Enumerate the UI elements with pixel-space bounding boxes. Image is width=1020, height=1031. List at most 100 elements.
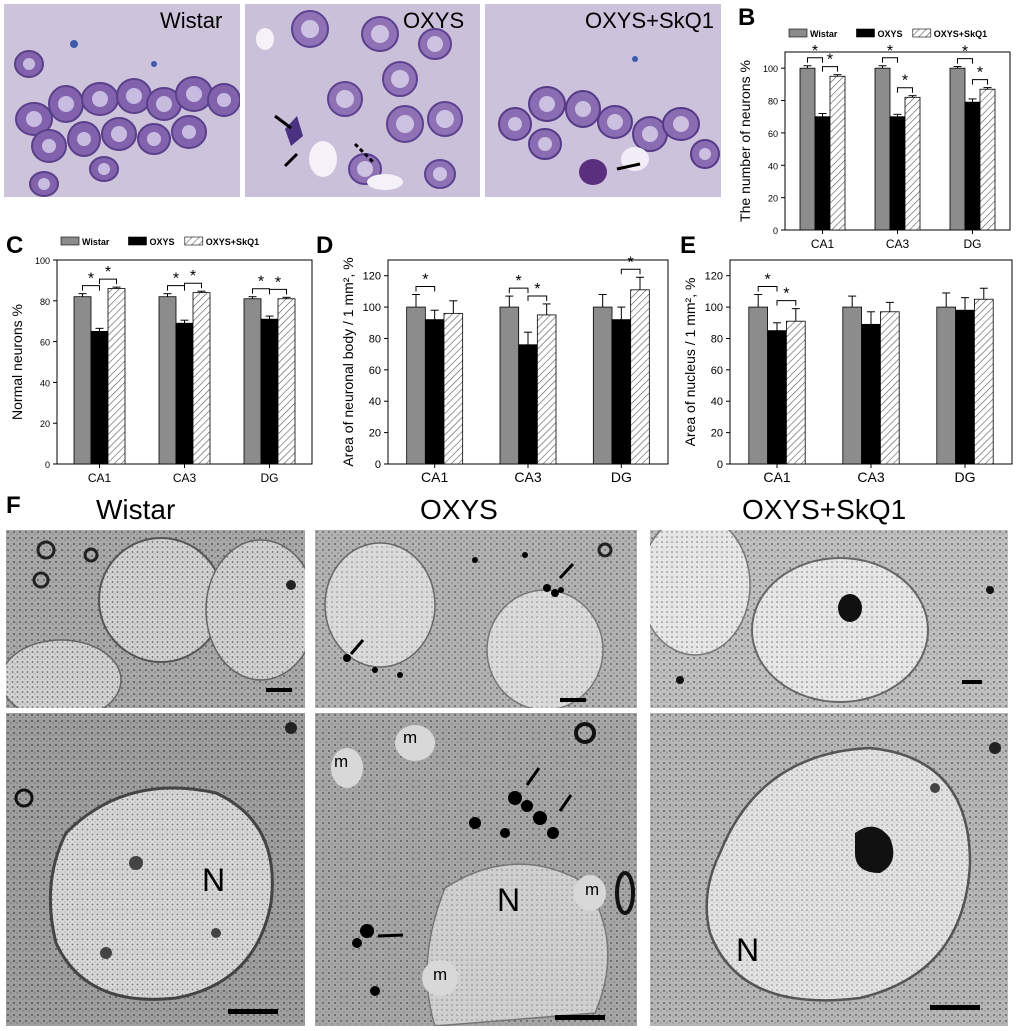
significance-bracket (99, 278, 117, 285)
significance-mark: * (173, 271, 179, 288)
y-tick-label: 0 (773, 226, 778, 236)
significance-mark: * (534, 281, 540, 298)
significance-bracket (620, 268, 641, 275)
y-tick-label: 60 (711, 365, 723, 377)
y-tick-label: 0 (375, 459, 381, 471)
em-nucleus-label-wistar: N (202, 862, 226, 898)
y-axis-label: Area of nucleus / 1 mm², % (682, 278, 698, 447)
bar (424, 319, 445, 465)
em-image-oxys-skq1-high (650, 713, 1008, 1026)
x-tick-label: DG (611, 469, 632, 485)
x-tick-label: CA3 (173, 471, 197, 485)
chart-b-svg: 0 20 40 60 80 100 The number of neurons % CA1 CA… (737, 28, 1011, 251)
significance-bracket (757, 286, 778, 292)
histology-svg-oxys (245, 4, 480, 197)
y-tick-label: 20 (768, 194, 778, 204)
bar (443, 312, 464, 465)
y-tick-label: 40 (40, 378, 50, 388)
chart-e-svg: 0 20 40 60 80 100 120 Area of nucleus / 1 mm², … (682, 259, 1013, 485)
chart-b: 0 20 40 60 80 100 The number of neurons % CA1 CA… (730, 20, 1020, 260)
legend-label: OXYS+SkQ1 (206, 237, 259, 247)
em-mito-label-1: m (334, 752, 349, 771)
legend-label: OXYS (877, 29, 902, 39)
em-image-oxys-low (315, 530, 637, 708)
chart-d: 0 20 40 60 80 100 120 Area of neuronal body / 1… (330, 238, 680, 488)
em-image-wistar-low (6, 530, 305, 708)
chart-c: 0 20 40 60 80 100 Normal neurons % CA1 CA3 DG * * * *… (0, 236, 330, 488)
bar (260, 318, 279, 465)
legend-label: Wistar (82, 237, 110, 247)
x-tick-label: CA3 (514, 469, 541, 485)
y-tick-label: 20 (711, 428, 723, 440)
y-tick-label: 100 (705, 302, 723, 314)
bar (592, 306, 613, 465)
histology-image-oxys (245, 4, 480, 197)
bar (175, 322, 194, 465)
histology-label-wistar: Wistar (160, 8, 223, 33)
significance-mark: * (105, 264, 111, 281)
em-label-oxys: OXYS (420, 494, 498, 525)
bar (73, 296, 92, 465)
y-tick-label: 40 (768, 161, 778, 171)
bar (767, 330, 787, 465)
bar (829, 75, 846, 231)
bar (814, 116, 831, 231)
significance-mark: * (812, 43, 818, 60)
y-tick-label: 120 (363, 271, 381, 283)
y-tick-label: 60 (768, 129, 778, 139)
y-tick-label: 80 (369, 333, 381, 345)
bar (786, 320, 806, 465)
bar (107, 288, 126, 465)
em-label-wistar: Wistar (96, 494, 176, 525)
panel-letter-d: D (316, 232, 334, 259)
y-tick-label: 60 (369, 365, 381, 377)
significance-bracket (527, 295, 548, 301)
legend-swatch (788, 28, 808, 38)
x-tick-label: CA1 (88, 471, 112, 485)
em-nucleus-label-oxys-skq1: N (736, 932, 760, 968)
bar (536, 314, 557, 465)
em-mito-label-4: m (433, 965, 448, 984)
bar (192, 292, 211, 465)
bar (277, 298, 296, 465)
histology-svg-wistar (4, 4, 240, 197)
significance-mark: * (962, 44, 968, 61)
em-image-oxys-high (315, 713, 637, 1026)
significance-bracket (822, 66, 838, 72)
em-nucleus-label-oxys: N (497, 882, 521, 918)
x-tick-label: CA1 (811, 237, 835, 251)
y-tick-label: 0 (45, 460, 50, 470)
significance-mark: * (783, 286, 789, 303)
y-tick-label: 80 (711, 333, 723, 345)
significance-mark: * (516, 273, 522, 290)
significance-bracket (957, 58, 973, 64)
significance-bracket (82, 285, 100, 291)
significance-bracket (897, 87, 913, 93)
bar (889, 116, 906, 231)
significance-mark: * (422, 272, 428, 289)
significance-bracket (184, 282, 202, 289)
bar (979, 88, 996, 231)
histology-label-oxys: OXYS (403, 8, 465, 33)
em-image-oxys-skq1-low (650, 530, 1008, 708)
bar (973, 298, 994, 465)
y-axis-label: Normal neurons % (9, 304, 25, 420)
significance-bracket (972, 79, 988, 85)
legend-swatch (60, 236, 80, 246)
significance-bracket (776, 300, 797, 306)
significance-mark: * (258, 274, 264, 291)
significance-mark: * (88, 271, 94, 288)
significance-mark: * (902, 73, 908, 90)
bar (955, 309, 975, 465)
bar (748, 306, 769, 465)
bar (406, 306, 426, 465)
histology-label-oxys-skq1: OXYS+SkQ1 (585, 8, 715, 33)
y-axis-label: Area of neuronal body / 1 mm², % (340, 257, 356, 466)
bar (964, 101, 981, 231)
legend-swatch (128, 236, 147, 246)
chart-c-svg: 0 20 40 60 80 100 Normal neurons % CA1 CA3 DG * * * *… (9, 236, 313, 485)
y-tick-label: 100 (763, 64, 778, 74)
significance-mark: * (764, 272, 770, 289)
y-tick-label: 100 (35, 256, 50, 266)
y-tick-label: 80 (768, 97, 778, 107)
